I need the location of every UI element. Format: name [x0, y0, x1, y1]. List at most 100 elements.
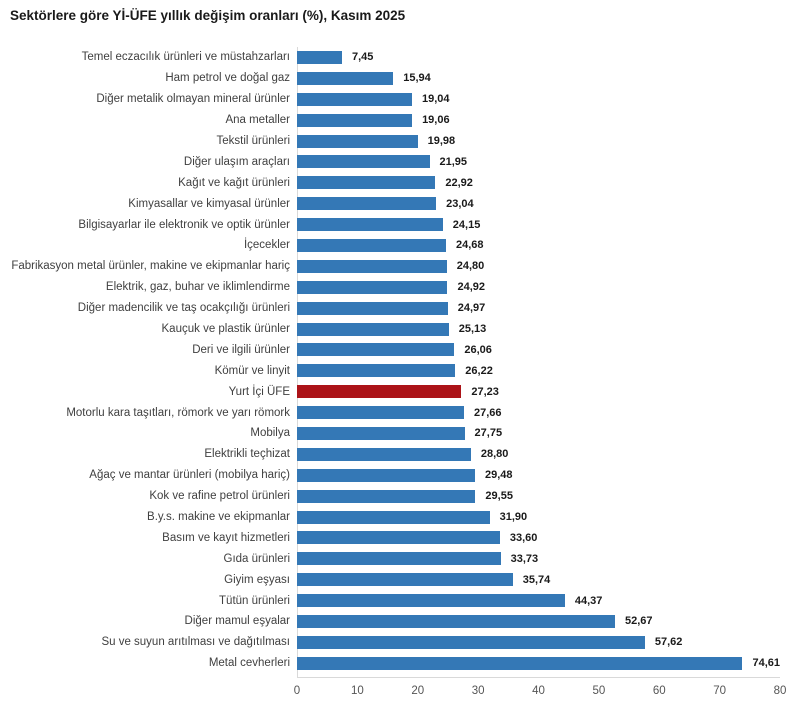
bar [297, 552, 501, 566]
bar [297, 134, 418, 148]
bar-track: 22,92 [297, 172, 780, 193]
bar [297, 50, 342, 64]
bar-row: Temel eczacılık ürünleri ve müstahzarlar… [0, 47, 803, 68]
category-label: Elektrikli teçhizat [204, 448, 290, 461]
value-label: 74,61 [752, 657, 780, 670]
bar-track: 57,62 [297, 632, 780, 653]
bar [297, 322, 449, 336]
value-label: 31,90 [499, 511, 528, 524]
bar-highlight [297, 385, 462, 399]
value-label: 24,68 [456, 239, 484, 252]
bar [297, 573, 513, 587]
x-axis-tick-label: 40 [532, 684, 545, 697]
bar-track: 52,67 [297, 611, 780, 632]
bar [297, 92, 412, 106]
category-label: Elektrik, gaz, buhar ve iklimlendirme [105, 281, 290, 294]
bar [297, 614, 615, 628]
bar-row: Elektrik, gaz, buhar ve iklimlendirme 24,… [0, 277, 803, 298]
bar-track: 24,92 [297, 277, 780, 298]
value-label: 7,45 [351, 51, 374, 64]
bar [297, 468, 475, 482]
value-label: 24,15 [452, 218, 481, 231]
category-label: Giyim eşyası [224, 573, 290, 586]
value-label: 26,22 [465, 364, 493, 377]
bar [297, 343, 455, 357]
category-label: Ağaç ve mantar ürünleri (mobilya hariç) [89, 469, 290, 482]
value-label: 25,13 [458, 323, 487, 336]
x-axis-tick-label: 50 [592, 684, 606, 697]
bar-track: 27,23 [297, 381, 780, 402]
bar [297, 301, 448, 315]
bar [297, 113, 413, 127]
category-label: Tekstil ürünleri [216, 135, 291, 147]
value-label: 24,92 [457, 281, 485, 294]
bar [297, 71, 394, 85]
category-label: Fabrikasyon metal ürünler, makine ve eki… [11, 260, 290, 273]
y-axis-line [297, 47, 298, 678]
category-label: Ham petrol ve doğal gaz [165, 72, 290, 85]
chart-title: Sektörlere göre Yİ-ÜFE yıllık değişim or… [10, 8, 406, 23]
value-label: 33,73 [510, 552, 539, 565]
x-axis-line [297, 676, 780, 678]
bar-track: 26,06 [297, 339, 780, 360]
bar [297, 218, 443, 232]
bar [297, 197, 437, 211]
category-label: Tütün ürünleri [219, 594, 290, 607]
value-label: 19,06 [422, 114, 450, 127]
category-label: Diğer metalik olmayan mineral ürünler [96, 93, 290, 106]
x-axis-tick-label: 0 [293, 684, 301, 697]
bar-row: Kömür ve linyit 26,22 [0, 360, 803, 381]
bar-row: Yurt İçi ÜFE 27,23 [0, 381, 803, 402]
bar-row: Diğer madencilik ve taş ocakçılığı ürünl… [0, 298, 803, 319]
value-label: 33,60 [509, 531, 538, 544]
category-label: Kauçuk ve plastik ürünler [161, 323, 290, 336]
bar-row: Bilgisayarlar ile elektronik ve optik ür… [0, 214, 803, 235]
value-label: 26,06 [464, 343, 492, 356]
bar-track: 19,06 [297, 110, 780, 131]
x-axis-tick-label: 70 [713, 684, 727, 697]
bar-track: 24,80 [297, 256, 780, 277]
value-label: 27,23 [471, 385, 499, 398]
bar [297, 280, 448, 294]
bar-track: 27,66 [297, 402, 780, 423]
bar-track: 24,97 [297, 298, 780, 319]
bar-chart: Temel eczacılık ürünleri ve müstahzarlar… [0, 47, 803, 703]
bar-track: 33,73 [297, 548, 780, 569]
bar-row: Diğer metalik olmayan mineral ürünler 19,… [0, 89, 803, 110]
bar-track: 15,94 [297, 68, 780, 89]
bar-row: Mobilya 27,75 [0, 423, 803, 444]
category-label: Su ve suyun arıtılması ve dağıtılması [101, 636, 290, 649]
value-label: 24,97 [457, 302, 486, 315]
bar-track: 26,22 [297, 360, 780, 381]
bar-track: 25,13 [297, 319, 780, 340]
bar [297, 238, 446, 252]
bar [297, 406, 464, 420]
bar-track: 23,04 [297, 193, 780, 214]
value-label: 27,75 [474, 427, 503, 440]
bar [297, 594, 565, 608]
value-label: 21,95 [439, 155, 468, 168]
category-label: Bilgisayarlar ile elektronik ve optik ür… [78, 218, 290, 231]
bar-track: 44,37 [297, 590, 780, 611]
category-label: B.y.s. makine ve ekipmanlar [147, 511, 290, 524]
value-label: 29,55 [485, 490, 513, 503]
value-label: 15,94 [403, 72, 431, 85]
category-label: Deri ve ilgili ürünler [192, 343, 290, 356]
value-label: 19,04 [421, 93, 450, 106]
bar-track: 31,90 [297, 507, 780, 528]
value-label: 24,80 [456, 260, 485, 273]
bar-track: 24,68 [297, 235, 780, 256]
bar [297, 489, 476, 503]
bar [297, 364, 456, 378]
bar-row: Ham petrol ve doğal gaz 15,94 [0, 68, 803, 89]
value-label: 22,92 [445, 176, 473, 189]
x-axis-tick-label: 30 [471, 684, 485, 697]
bar-row: Tekstil ürünleri 19,98 [0, 131, 803, 152]
category-label: Kok ve rafine petrol ürünleri [149, 490, 290, 503]
value-label: 44,37 [574, 594, 603, 607]
value-label: 28,80 [480, 448, 509, 461]
bar [297, 155, 430, 169]
bar-row: Kağıt ve kağıt ürünleri 22,92 [0, 172, 803, 193]
value-label: 52,67 [624, 615, 653, 628]
bar-track: 24,15 [297, 214, 780, 235]
